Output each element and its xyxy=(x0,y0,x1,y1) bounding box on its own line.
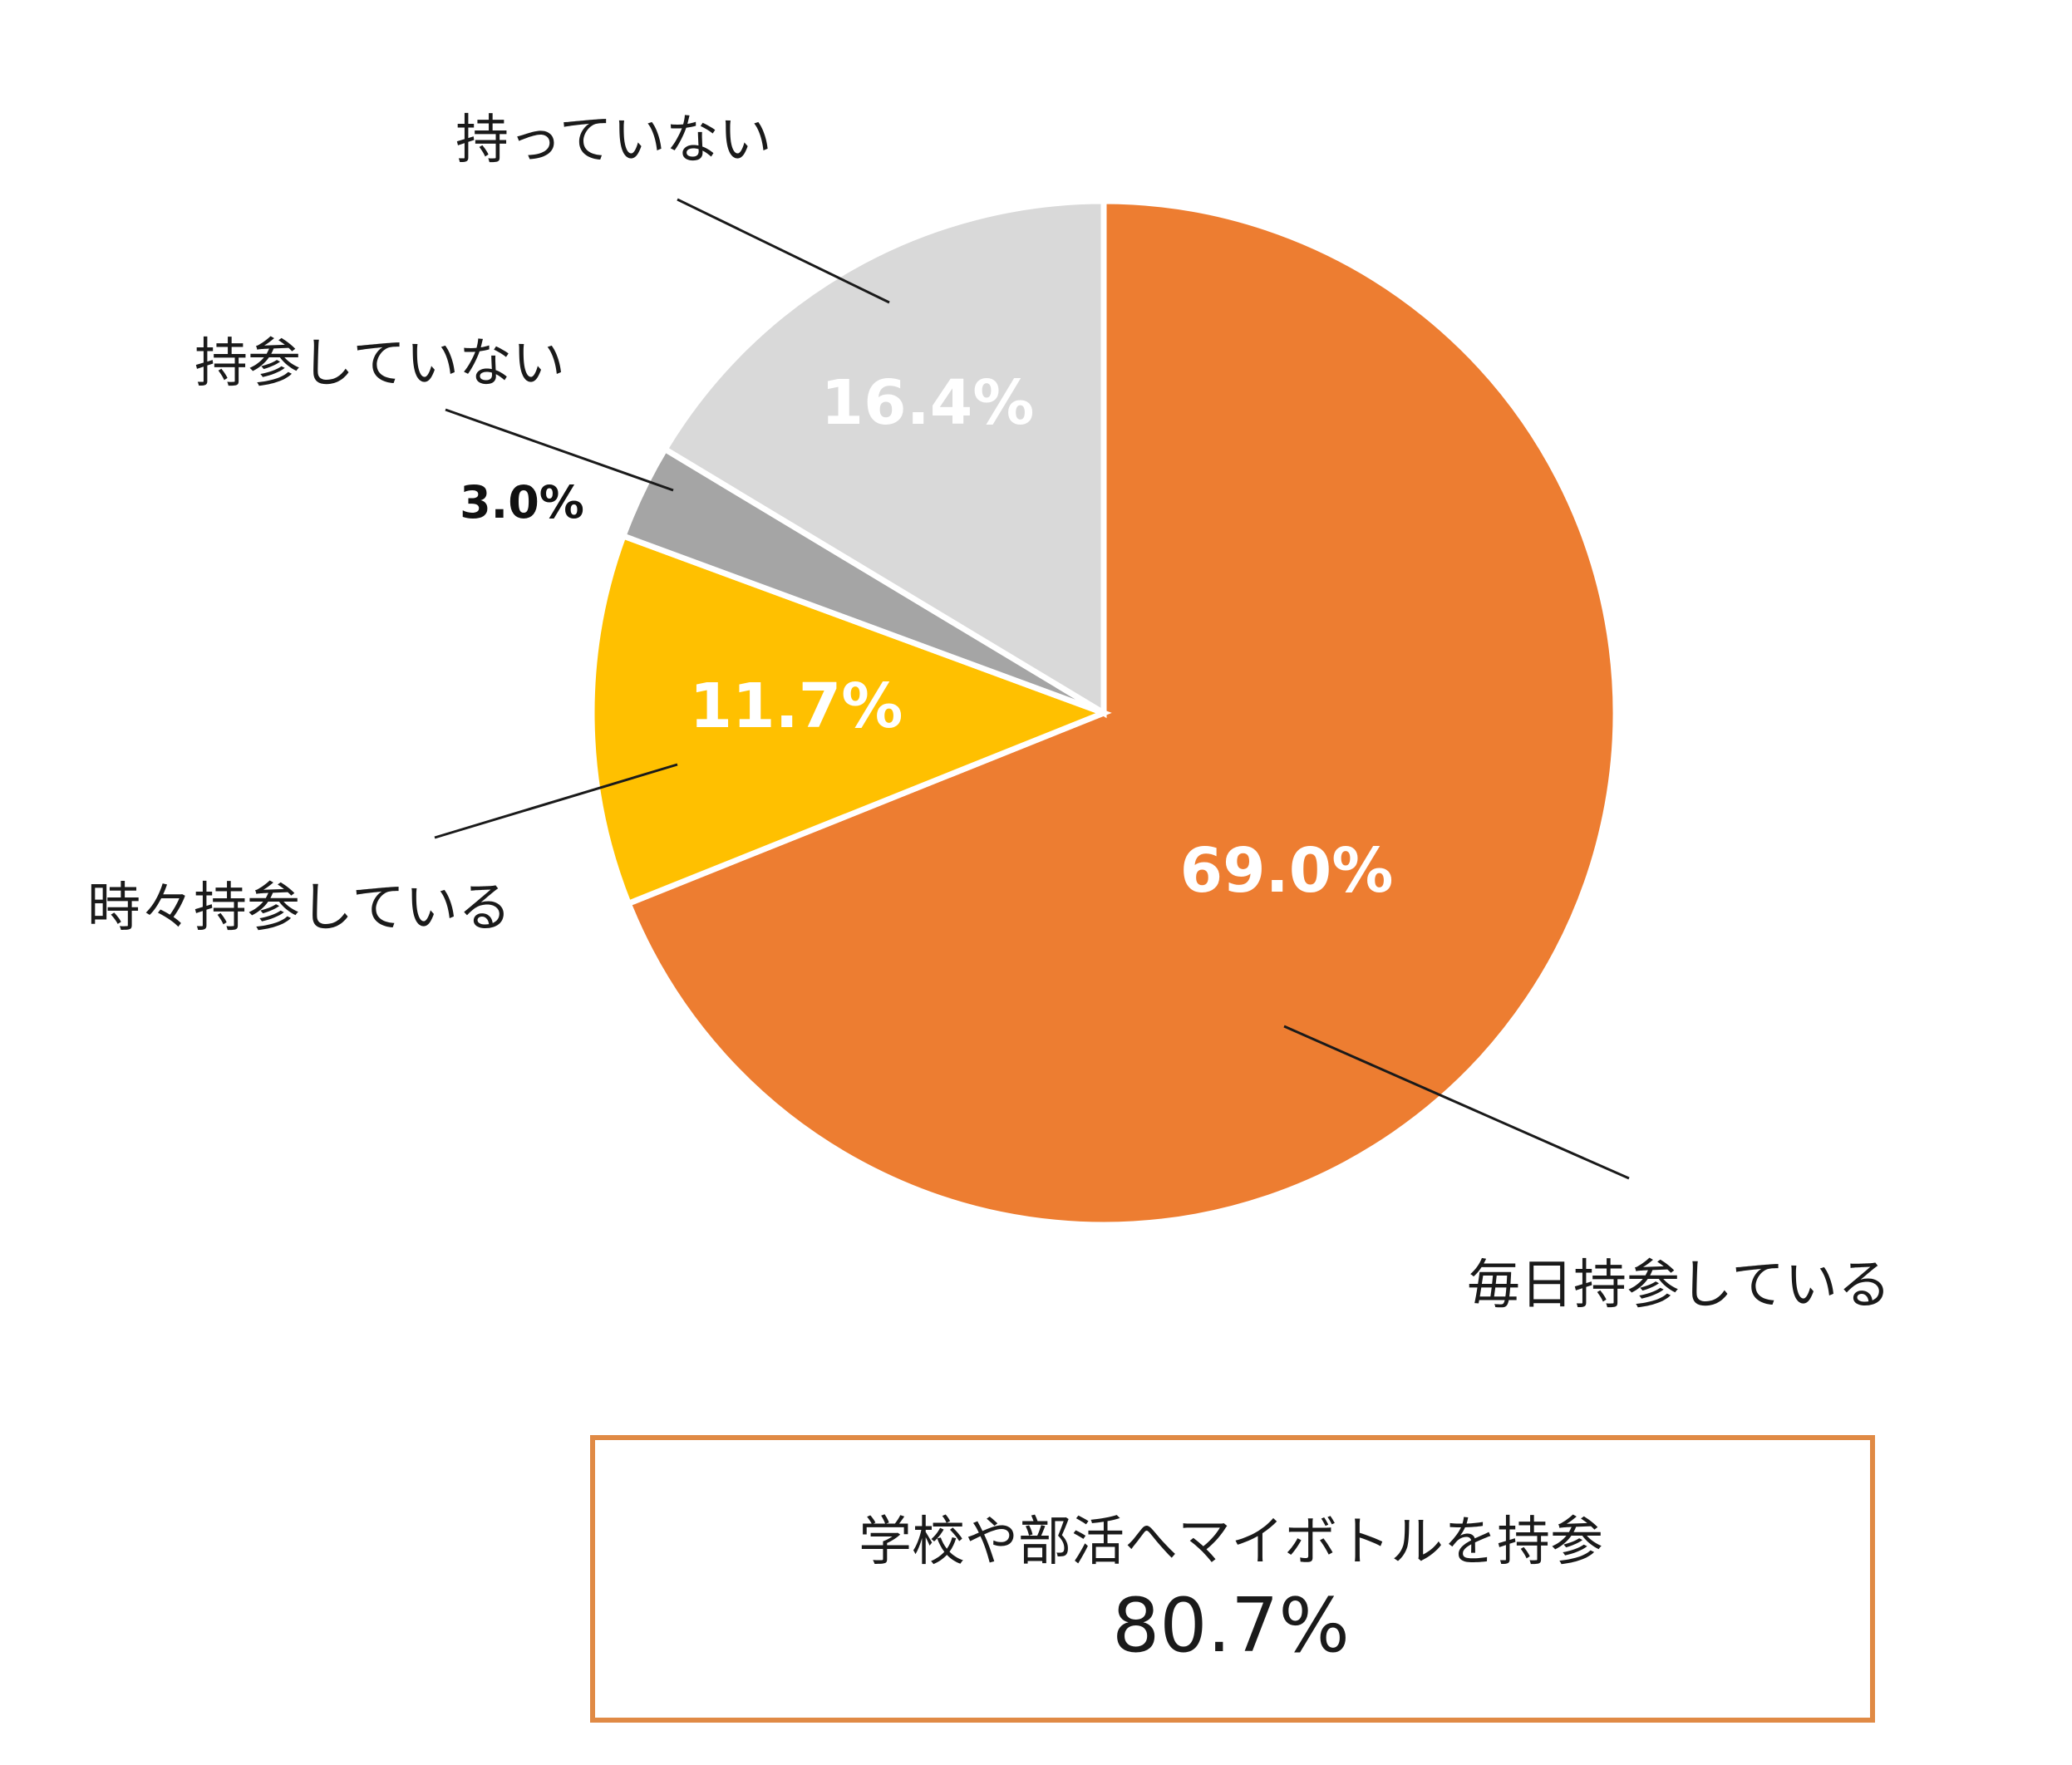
leader-line-daily xyxy=(1283,1025,1630,1180)
value-label-not-carrying: 3.0% xyxy=(460,476,584,529)
slice-daily xyxy=(624,198,1619,1228)
category-label-sometimes: 時々持参している xyxy=(87,878,511,939)
slice-not-owning xyxy=(661,198,1107,719)
summary-text: 学校や部活へマイボトルを持参 xyxy=(859,1512,1603,1573)
category-label-not-carrying: 持参していない xyxy=(194,333,565,395)
leader-line-not-carrying xyxy=(445,408,674,492)
value-label-sometimes: 11.7% xyxy=(690,671,903,742)
pie-slices xyxy=(588,198,1619,1228)
leader-line-not-owning xyxy=(677,198,890,304)
leader-line-sometimes xyxy=(434,763,678,839)
category-label-daily: 毎日持参している xyxy=(1467,1255,1891,1316)
slice-sometimes xyxy=(588,532,1112,907)
value-label-not-owning: 16.4% xyxy=(821,367,1035,439)
value-label-daily: 69.0% xyxy=(1180,835,1394,907)
summary-value: 80.7% xyxy=(1112,1582,1350,1669)
summary-box xyxy=(590,1435,1875,1723)
category-label-not-owning: 持っていない xyxy=(455,110,772,171)
